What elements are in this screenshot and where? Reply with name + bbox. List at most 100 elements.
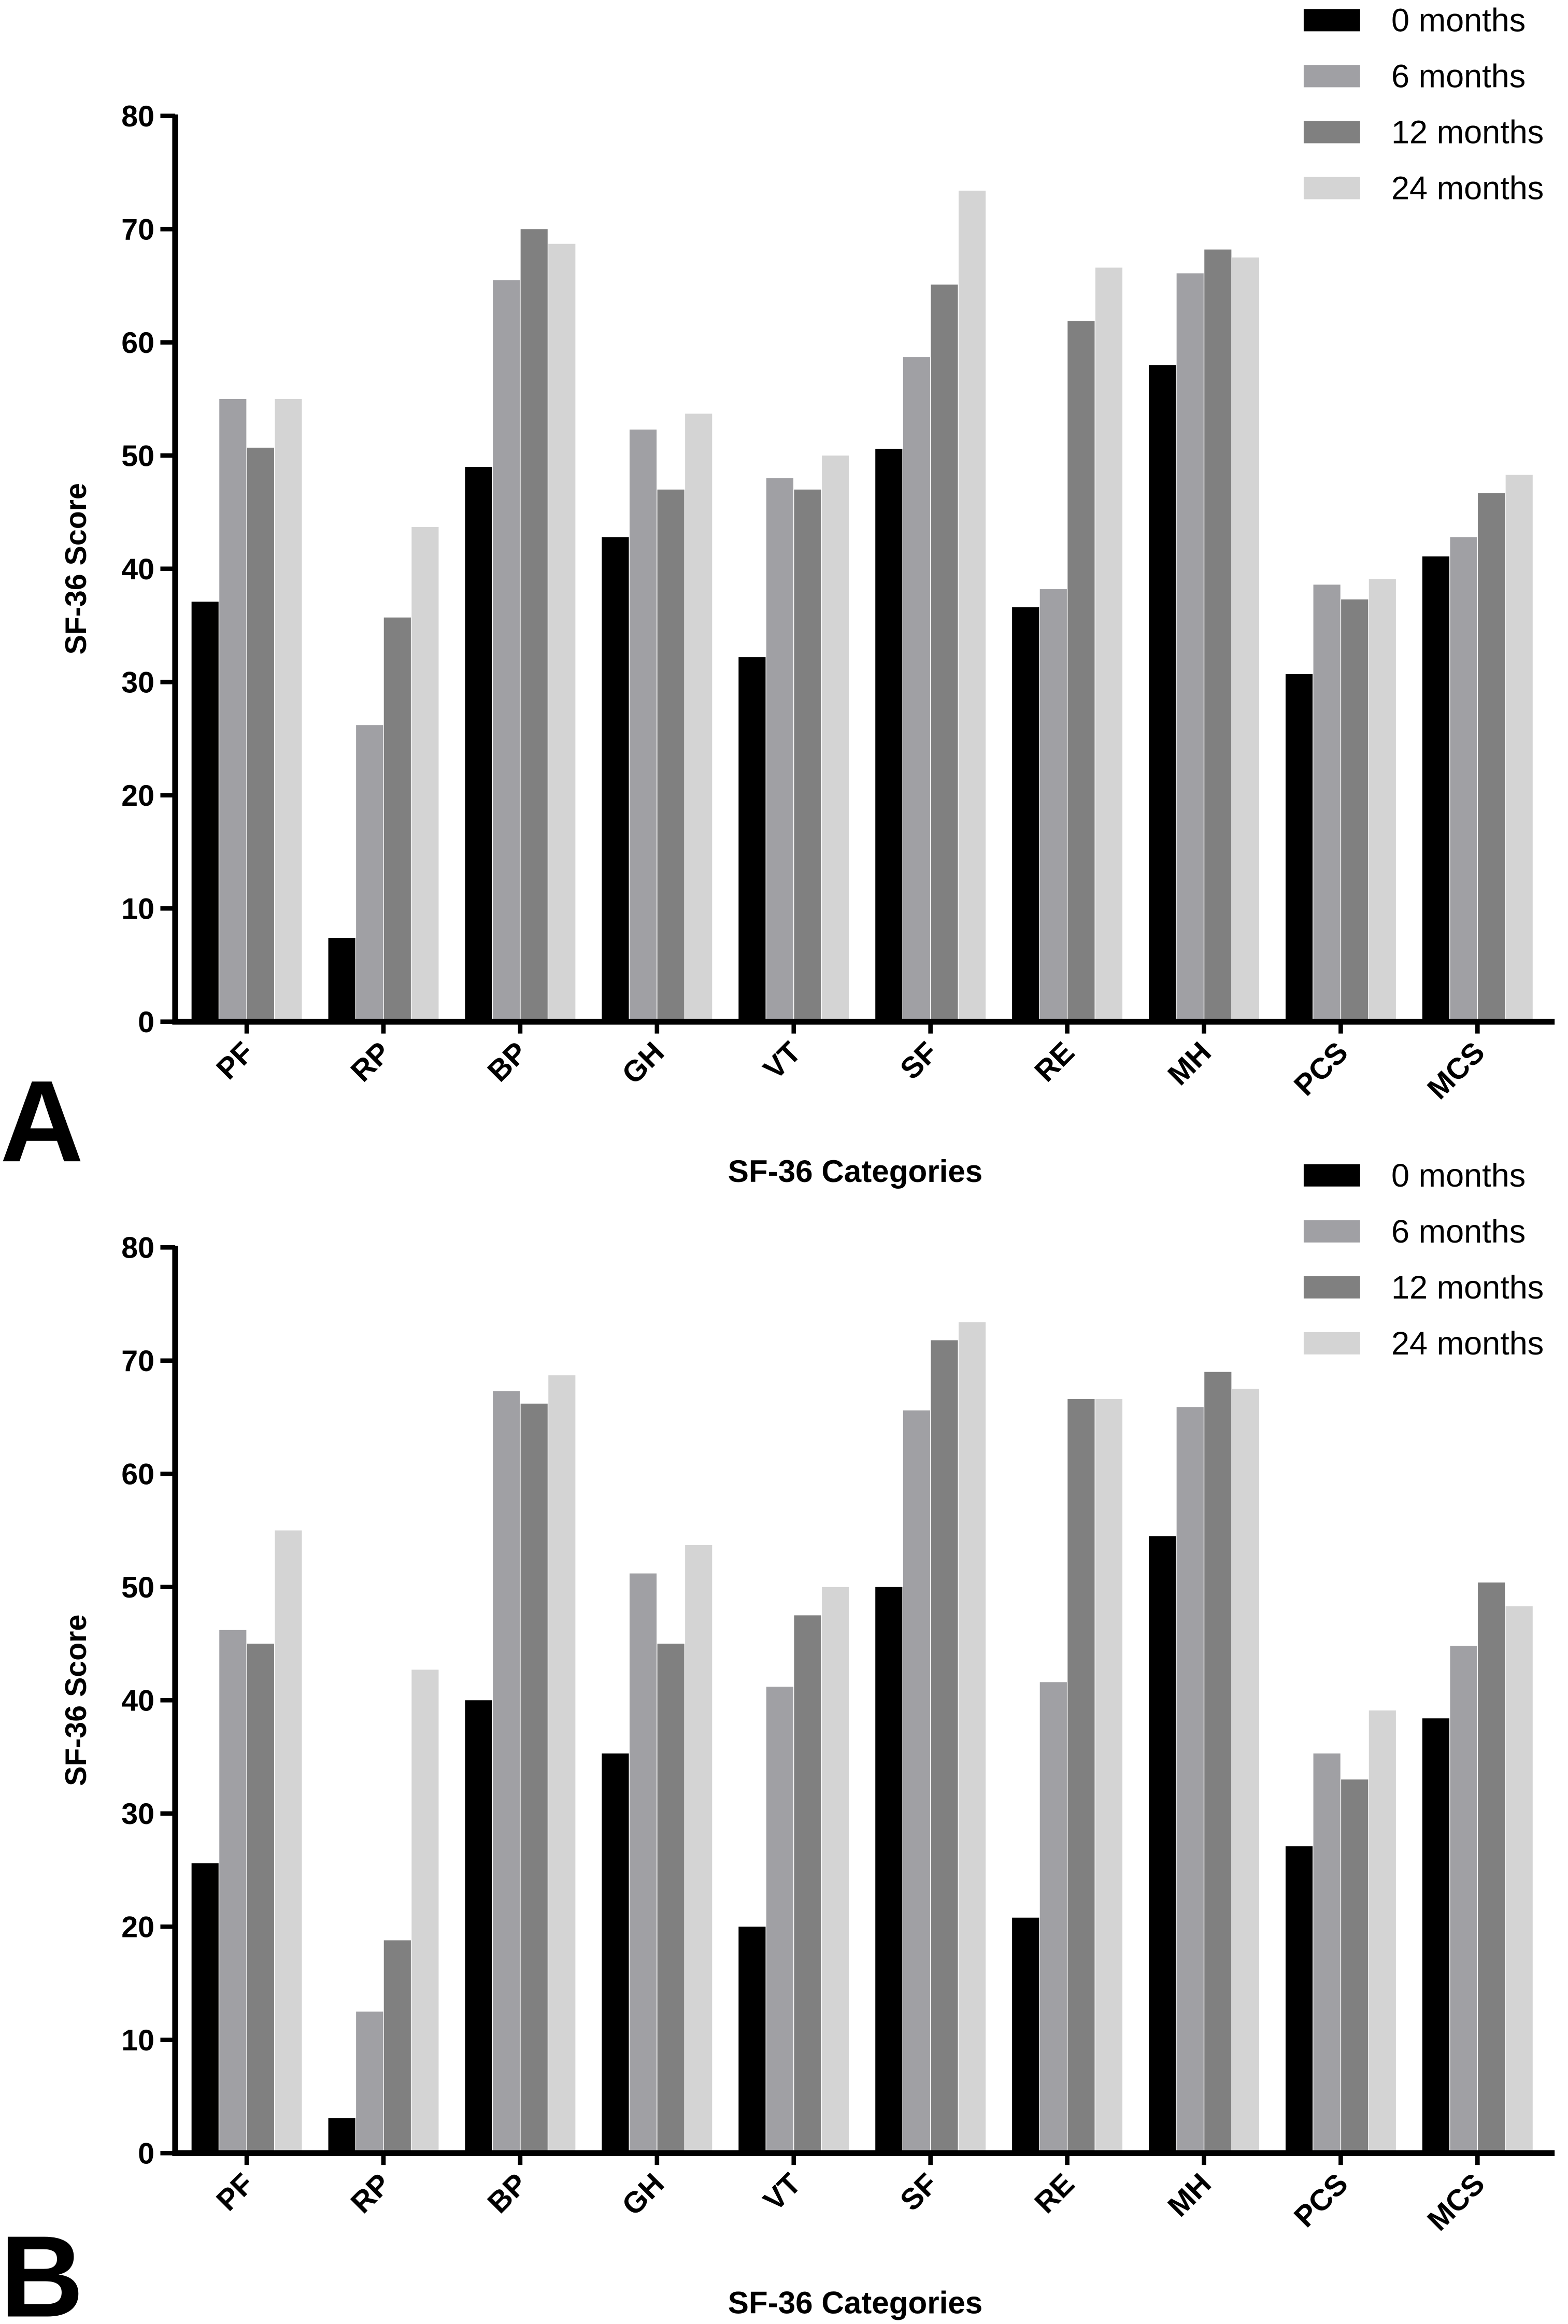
bar-bp-6-months (493, 1391, 520, 2154)
y-tick-label: 30 (121, 1798, 154, 1831)
legend-swatch (1303, 1220, 1360, 1243)
y-tick-label: 60 (121, 1458, 154, 1491)
legend-swatch (1303, 1332, 1360, 1355)
x-tick-label: GH (616, 2167, 671, 2222)
bar-mh-6-months (1176, 273, 1204, 1022)
bar-rp-0-months (328, 938, 355, 1022)
x-axis-label: SF-36 Categories (728, 1154, 982, 1189)
bar-pf-24-months (275, 1530, 302, 2154)
legend-label: 24 months (1391, 1325, 1544, 1362)
y-tick-label: 40 (121, 553, 154, 586)
bar-rp-24-months (411, 526, 439, 1022)
bar-mcs-12-months (1478, 1582, 1505, 2154)
bar-re-0-months (1012, 607, 1039, 1022)
y-axis-label: SF-36 Score (60, 1615, 93, 1786)
bar-vt-12-months (794, 1615, 821, 2154)
legend: 0 months 6 months 12 months 24 months (1303, 2, 1544, 206)
x-tick-label: SF (894, 2167, 944, 2217)
bar-rp-24-months (411, 1670, 439, 2154)
y-tick-label: 0 (138, 2137, 154, 2170)
bar-vt-24-months (822, 1587, 849, 2154)
bar-mh-12-months (1204, 249, 1232, 1022)
bar-pf-0-months (191, 1863, 219, 2154)
legend-label: 6 months (1391, 1214, 1526, 1250)
bar-sf-6-months (903, 357, 930, 1022)
y-tick-label: 20 (121, 1910, 154, 1944)
bar-sf-6-months (903, 1410, 930, 2154)
bar-mcs-0-months (1422, 1718, 1450, 2154)
y-axis-label: SF-36 Score (60, 483, 93, 654)
x-tick-label: VT (757, 2167, 807, 2217)
x-axis-label: SF-36 Categories (728, 2286, 982, 2320)
bar-rp-6-months (356, 2012, 383, 2154)
bar-re-24-months (1095, 267, 1123, 1022)
bar-gh-6-months (629, 429, 657, 1022)
bar-vt-6-months (766, 478, 794, 1022)
bar-re-0-months (1012, 1917, 1039, 2154)
legend-swatch (1303, 177, 1360, 199)
bar-pcs-6-months (1313, 1753, 1341, 2154)
bar-mcs-12-months (1478, 493, 1505, 1022)
x-tick-label: RP (345, 2167, 397, 2220)
y-tick-label: 10 (121, 2024, 154, 2057)
chart-panel-a: PF RP BP GH VT SF RE MH PCS MCS 0 10 20 30 40 50 60 70 80 S… (0, 2, 1555, 1189)
bar-re-24-months (1095, 1399, 1123, 2154)
panel-letter: B (0, 2212, 83, 2324)
bar-pcs-24-months (1369, 579, 1396, 1022)
bar-pf-0-months (191, 602, 219, 1022)
bar-gh-6-months (629, 1573, 657, 2154)
y-tick-label: 80 (121, 100, 154, 133)
bar-mcs-6-months (1450, 1646, 1477, 2154)
bar-bp-12-months (520, 1403, 548, 2154)
legend-label: 12 months (1391, 114, 1544, 150)
y-tick-label: 40 (121, 1684, 154, 1717)
bar-pf-6-months (219, 398, 247, 1022)
bar-pf-6-months (219, 1630, 247, 2154)
legend-label: 0 months (1391, 1158, 1526, 1194)
bar-sf-0-months (875, 449, 903, 1022)
bar-bp-0-months (465, 1700, 492, 2154)
bar-pcs-24-months (1369, 1710, 1396, 2154)
panel-letter: A (0, 1057, 83, 1186)
x-tick-label: GH (616, 1036, 671, 1091)
bar-pcs-0-months (1285, 674, 1313, 1022)
bar-vt-12-months (794, 489, 821, 1022)
x-tick-label: BP (481, 1036, 534, 1089)
y-tick-label: 10 (121, 892, 154, 925)
y-tick-label: 0 (138, 1006, 154, 1039)
bar-gh-0-months (602, 1753, 629, 2154)
bar-vt-6-months (766, 1687, 794, 2154)
x-tick-label: MH (1162, 2167, 1218, 2223)
x-tick-label: PCS (1288, 2167, 1355, 2234)
chart-panel-b: PF RP BP GH VT SF RE MH PCS MCS 0 10 20 30 40 50 60 70 80 S… (0, 1158, 1555, 2324)
x-tick-label: VT (757, 1036, 807, 1086)
bar-vt-0-months (738, 1927, 766, 2154)
y-tick-label: 20 (121, 779, 154, 812)
bar-mh-0-months (1149, 365, 1176, 1022)
bar-sf-0-months (875, 1587, 903, 2154)
bar-pcs-12-months (1341, 1779, 1369, 2154)
bar-bp-12-months (520, 229, 548, 1022)
legend-label: 12 months (1391, 1270, 1544, 1306)
bar-mh-6-months (1176, 1407, 1204, 2154)
x-tick-label: MCS (1421, 1036, 1491, 1106)
x-tick-label: PF (210, 2167, 260, 2217)
bar-rp-0-months (328, 2118, 355, 2154)
bar-mcs-24-months (1505, 1606, 1533, 2154)
bar-mcs-6-months (1450, 537, 1477, 1022)
legend-label: 24 months (1391, 170, 1544, 206)
x-tick-label: RE (1028, 1036, 1081, 1089)
bar-pcs-12-months (1341, 599, 1369, 1022)
bar-vt-24-months (822, 455, 849, 1022)
legend-swatch (1303, 9, 1360, 32)
y-tick-label: 70 (121, 1345, 154, 1378)
y-tick-label: 60 (121, 326, 154, 360)
bar-re-6-months (1039, 589, 1067, 1022)
bar-sf-12-months (931, 1340, 958, 2154)
y-tick-label: 80 (121, 1231, 154, 1264)
legend-swatch (1303, 65, 1360, 88)
legend-swatch (1303, 121, 1360, 144)
x-tick-label: PF (210, 1036, 260, 1086)
bar-bp-24-months (548, 1375, 576, 2154)
